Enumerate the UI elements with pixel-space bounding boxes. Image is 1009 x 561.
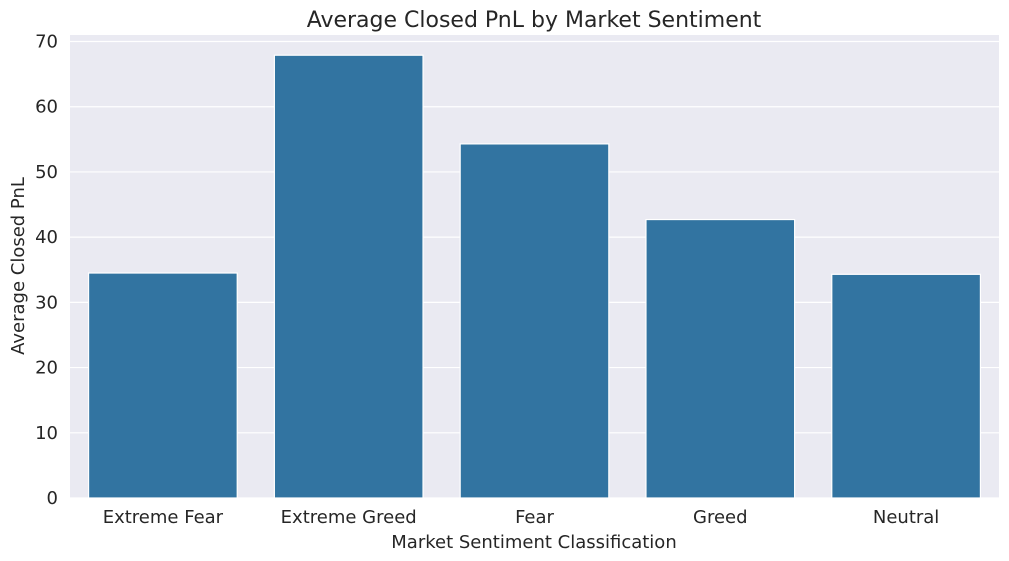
bars — [87, 54, 982, 499]
x-tick-label: Greed — [693, 507, 748, 528]
x-tick-label: Extreme Greed — [281, 507, 417, 528]
y-tick-label: 50 — [35, 162, 58, 183]
x-tick-label: Extreme Fear — [103, 507, 224, 528]
bar — [645, 218, 796, 499]
bar — [459, 143, 610, 499]
x-axis-label: Market Sentiment Classification — [391, 532, 676, 553]
y-tick-label: 0 — [47, 488, 58, 509]
chart-title: Average Closed PnL by Market Sentiment — [307, 8, 762, 33]
y-tick-label: 10 — [35, 423, 58, 444]
x-tick-label: Fear — [515, 507, 554, 528]
y-tick-label: 20 — [35, 358, 58, 379]
x-axis-ticks: Extreme Fear Extreme Greed Fear Greed Neutra… — [103, 507, 940, 528]
y-tick-label: 30 — [35, 292, 58, 313]
bar — [831, 273, 982, 499]
bar — [273, 54, 424, 499]
y-tick-label: 60 — [35, 97, 58, 118]
y-axis-label: Average Closed PnL — [8, 177, 29, 355]
y-tick-label: 40 — [35, 227, 58, 248]
x-tick-label: Neutral — [873, 507, 939, 528]
bar — [87, 272, 238, 499]
y-axis-ticks: 0 10 20 30 40 50 60 70 — [35, 32, 58, 509]
y-tick-label: 70 — [35, 32, 58, 53]
